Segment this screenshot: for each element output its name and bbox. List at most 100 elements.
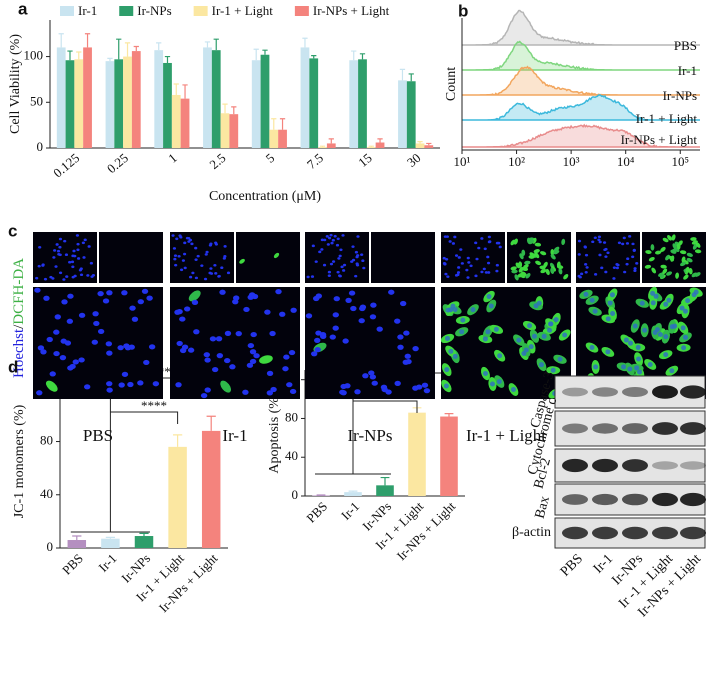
bar <box>229 114 239 148</box>
nucleus <box>329 262 334 266</box>
nucleus <box>453 235 457 239</box>
nucleus <box>178 234 182 237</box>
blot-band <box>652 422 678 435</box>
nucleus <box>351 245 355 248</box>
cell-green <box>679 250 687 255</box>
nucleus <box>609 292 615 298</box>
error-bar <box>328 138 334 144</box>
nucleus <box>332 325 339 331</box>
nucleus <box>474 241 478 245</box>
nucleus <box>598 240 602 244</box>
nucleus <box>356 254 360 257</box>
error-bar <box>58 33 64 48</box>
nucleus <box>76 242 80 246</box>
nucleus <box>200 264 204 267</box>
lane-label: PBS <box>558 551 586 579</box>
error-bar <box>107 57 113 62</box>
bar <box>180 98 190 148</box>
nucleus <box>345 297 352 303</box>
nucleus <box>49 371 56 377</box>
nucleus <box>487 271 491 274</box>
nucleus <box>577 253 581 256</box>
nucleus <box>663 334 669 340</box>
nucleus <box>452 353 458 359</box>
nucleus <box>627 366 633 372</box>
nucleus <box>442 256 446 260</box>
nucleus <box>495 269 499 273</box>
nucleus <box>249 349 257 355</box>
x-tick-label: PBS <box>59 551 86 578</box>
nucleus <box>369 314 377 320</box>
nucleus <box>217 275 221 278</box>
y-tick-label: 100 <box>24 48 44 63</box>
nucleus <box>77 257 81 260</box>
nucleus <box>246 362 254 368</box>
nucleus <box>680 325 686 331</box>
histogram-curve <box>462 9 700 46</box>
nucleus <box>593 236 597 240</box>
nucleus <box>310 351 318 357</box>
nucleus <box>264 309 271 315</box>
nucleus <box>397 344 404 350</box>
nucleus <box>208 243 212 247</box>
cell-green <box>671 248 678 253</box>
nucleus <box>128 344 135 350</box>
cell-green <box>535 260 542 266</box>
nucleus <box>226 271 231 275</box>
nucleus <box>97 291 104 297</box>
nucleus <box>496 379 502 385</box>
nucleus <box>336 237 340 241</box>
cell-green <box>259 355 273 364</box>
x-tick-label: Ir-1 <box>338 499 362 523</box>
nucleus <box>137 380 144 386</box>
x-tick-label: 30 <box>404 150 424 170</box>
nucleus <box>143 359 150 366</box>
nucleus <box>191 271 195 275</box>
nucleus <box>403 330 410 336</box>
nucleus <box>72 359 79 365</box>
nucleus <box>482 371 488 377</box>
cell-green <box>521 249 526 257</box>
nucleus <box>289 388 297 395</box>
nucleus <box>457 266 461 269</box>
nucleus <box>583 291 589 297</box>
cell-green <box>644 264 652 269</box>
error-bar <box>262 49 268 55</box>
cell-green <box>273 252 280 259</box>
nucleus <box>444 367 450 373</box>
nucleus <box>488 303 494 309</box>
cell-green <box>45 380 58 392</box>
nucleus <box>146 295 153 301</box>
bar <box>220 113 230 148</box>
nucleus <box>642 327 648 333</box>
nucleus <box>459 329 465 335</box>
nucleus <box>623 337 629 343</box>
x-tick-label: 10¹ <box>454 154 471 169</box>
nucleus <box>465 268 469 272</box>
stain-dcfh: DCFH-DA <box>11 258 27 325</box>
cell-green <box>670 255 675 262</box>
nucleus <box>527 323 533 329</box>
blot-band <box>622 493 648 506</box>
error-bar <box>311 55 317 59</box>
legend-label: Ir-1 + Light <box>212 3 274 18</box>
nucleus <box>327 274 331 277</box>
nucleus <box>621 242 625 246</box>
nucleus <box>486 294 492 300</box>
cell-green <box>563 274 569 280</box>
nucleus <box>685 298 691 304</box>
micrograph <box>170 287 300 399</box>
bar <box>375 142 385 148</box>
blot-band <box>680 422 706 435</box>
nucleus <box>46 336 53 343</box>
nucleus <box>209 267 213 270</box>
nucleus <box>251 293 259 300</box>
nucleus <box>457 256 461 259</box>
cell-green <box>556 265 564 270</box>
blot-band <box>592 387 618 397</box>
nucleus <box>412 346 419 352</box>
cell-green <box>651 267 657 274</box>
nucleus <box>97 328 105 335</box>
error-bar <box>173 83 179 95</box>
